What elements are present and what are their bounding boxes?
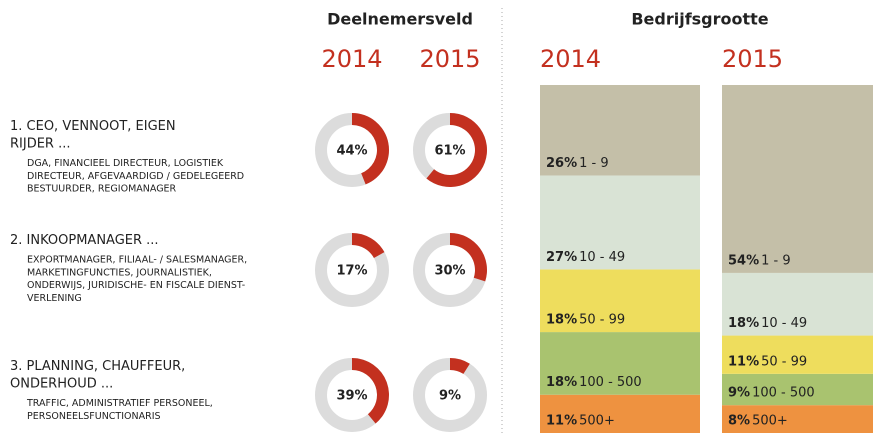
- segment-value: 27%: [546, 250, 577, 265]
- segment-value: 54%: [728, 253, 759, 268]
- bar-segment: [540, 332, 700, 395]
- donut-value: 44%: [336, 144, 367, 159]
- bar-segment: [540, 269, 700, 333]
- segment-value: 18%: [728, 316, 759, 331]
- segment-value: 18%: [546, 313, 577, 328]
- segment-name: 500+: [752, 414, 788, 429]
- row-note: DGA, FINANCIEEL DIRECTEUR, LOGISTIEK DIRE…: [27, 158, 244, 195]
- donut-value: 17%: [336, 264, 367, 279]
- row-title: 1. CEO, VENNOOT, EIGEN RIJDER ...: [10, 119, 176, 152]
- donut-value: 9%: [439, 389, 461, 404]
- segment-value: 26%: [546, 156, 577, 171]
- donut-value: 61%: [434, 144, 465, 159]
- bar-segment: [722, 373, 873, 406]
- segment-value: 8%: [728, 414, 750, 429]
- bar-segment: [540, 394, 700, 433]
- bar-segment: [722, 85, 873, 273]
- segment-name: 500+: [579, 414, 615, 429]
- segment-name: 1 - 9: [579, 156, 609, 171]
- bar-segment: [722, 272, 873, 336]
- donut-arc: [352, 113, 390, 185]
- year-label: 2014: [321, 45, 382, 73]
- donut-arc: [450, 358, 470, 374]
- segment-value: 11%: [546, 414, 577, 429]
- segment-name: 100 - 500: [579, 375, 642, 390]
- donut-arc: [352, 233, 385, 258]
- segment-value: 9%: [728, 386, 750, 401]
- donut-arc: [352, 358, 390, 424]
- segment-name: 100 - 500: [752, 386, 815, 401]
- row-note: TRAFFIC, ADMINISTRATIEF PERSONEEL, PERSON…: [26, 398, 213, 422]
- bar-segment: [540, 175, 700, 270]
- bar-title: Bedrijfsgrootte: [631, 10, 768, 29]
- row-note: EXPORTMANAGER, FILIAAL- / SALESMANAGER, M…: [27, 254, 247, 303]
- segment-name: 1 - 9: [761, 253, 791, 268]
- row-title: 2. INKOOPMANAGER ...: [10, 233, 159, 248]
- donut-value: 30%: [434, 264, 465, 279]
- segment-value: 18%: [546, 375, 577, 390]
- segment-name: 50 - 99: [761, 354, 807, 369]
- donut-arc: [426, 113, 488, 187]
- year-label: 2015: [722, 45, 783, 73]
- year-label: 2014: [540, 45, 601, 73]
- row-title: 3. PLANNING, CHAUFFEUR, ONDERHOUD ...: [10, 359, 185, 392]
- segment-name: 10 - 49: [579, 250, 625, 265]
- segment-value: 11%: [728, 354, 759, 369]
- bar-segment: [722, 335, 873, 374]
- donut-value: 39%: [336, 389, 367, 404]
- segment-name: 50 - 99: [579, 313, 625, 328]
- bar-segment: [722, 405, 873, 433]
- bar-segment: [540, 85, 700, 176]
- donut-title: Deelnemersveld: [327, 10, 473, 29]
- segment-name: 10 - 49: [761, 316, 807, 331]
- donut-arc: [450, 233, 487, 282]
- year-label: 2015: [419, 45, 480, 73]
